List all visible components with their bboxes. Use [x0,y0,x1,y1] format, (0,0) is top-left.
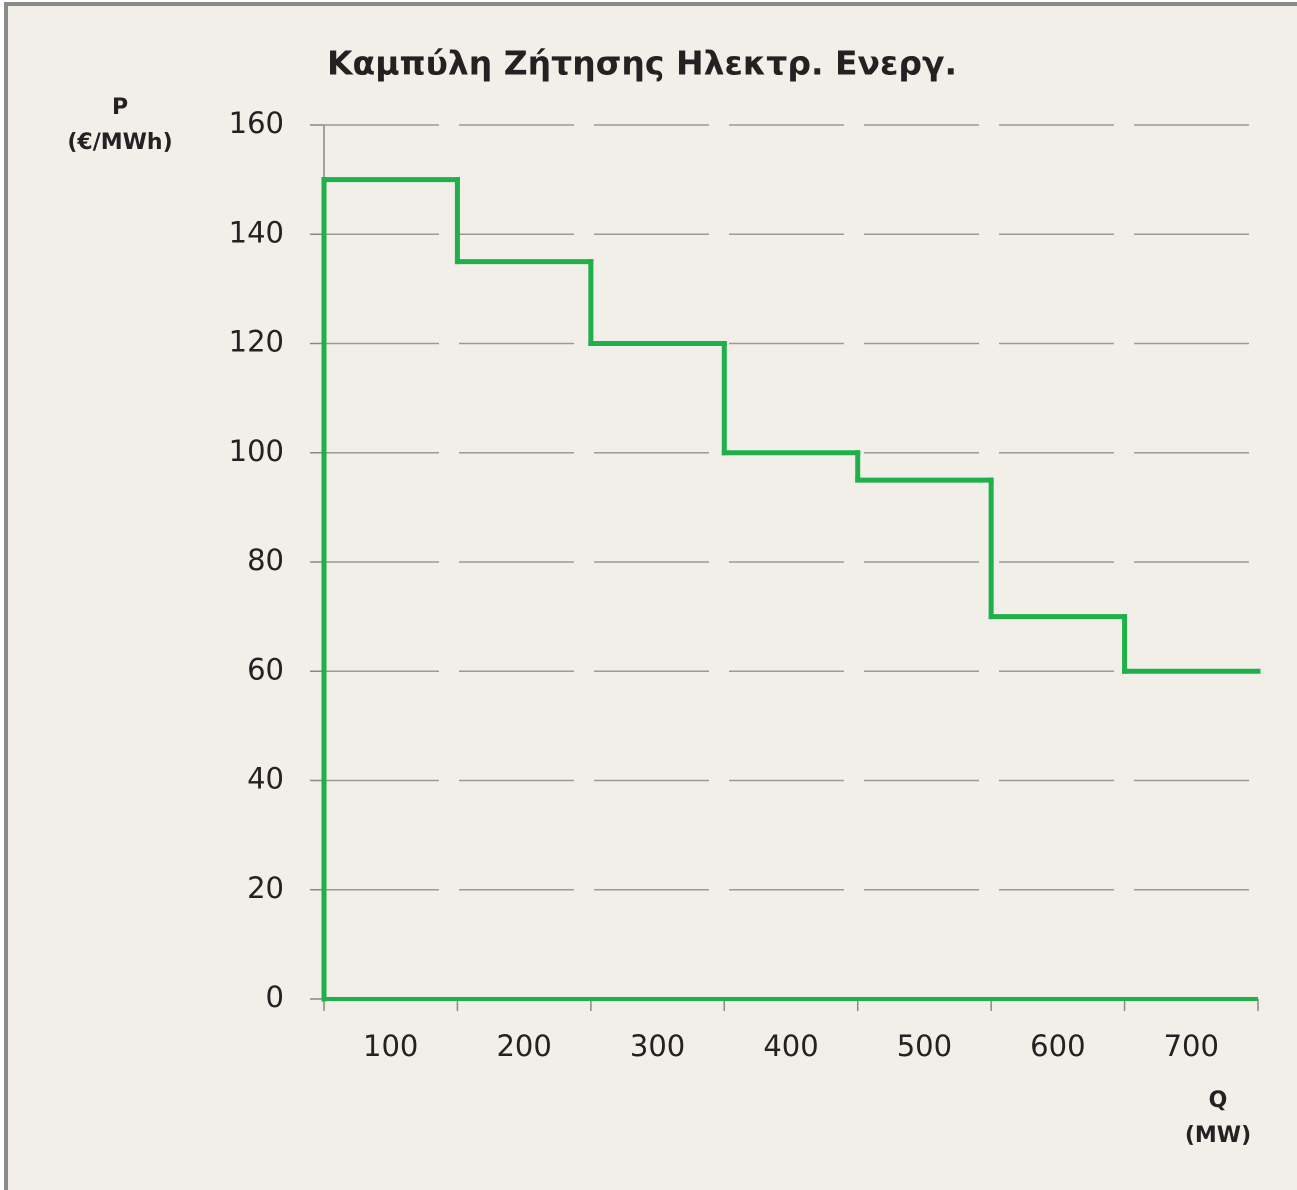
chart-title: Καμπύλη Ζήτησης Ηλεκτρ. Ενεργ. [327,44,957,83]
y-tick-label: 100 [229,434,284,468]
x-tick-label: 400 [763,1029,818,1063]
y-tick-label: 140 [229,215,284,249]
x-tick-label: 300 [630,1029,685,1063]
x-tick-label: 500 [897,1029,952,1063]
y-tick-label: 20 [247,871,284,905]
y-tick-label: 120 [229,325,284,359]
x-tick-label: 200 [496,1029,551,1063]
x-axis-label: (MW) [1185,1123,1251,1148]
y-tick-label: 160 [229,106,284,140]
x-tick-label: 100 [363,1029,418,1063]
x-tick-label: 600 [1030,1029,1085,1063]
x-tick-label: 700 [1164,1029,1219,1063]
y-tick-label: 40 [247,762,284,796]
y-tick-label: 60 [247,652,284,686]
background [4,2,1297,1190]
y-axis-label: P [112,95,128,120]
x-axis-label: Q [1209,1088,1228,1113]
y-tick-label: 80 [247,543,284,577]
y-axis-label: (€/MWh) [67,130,172,155]
y-tick-label: 0 [266,980,284,1014]
